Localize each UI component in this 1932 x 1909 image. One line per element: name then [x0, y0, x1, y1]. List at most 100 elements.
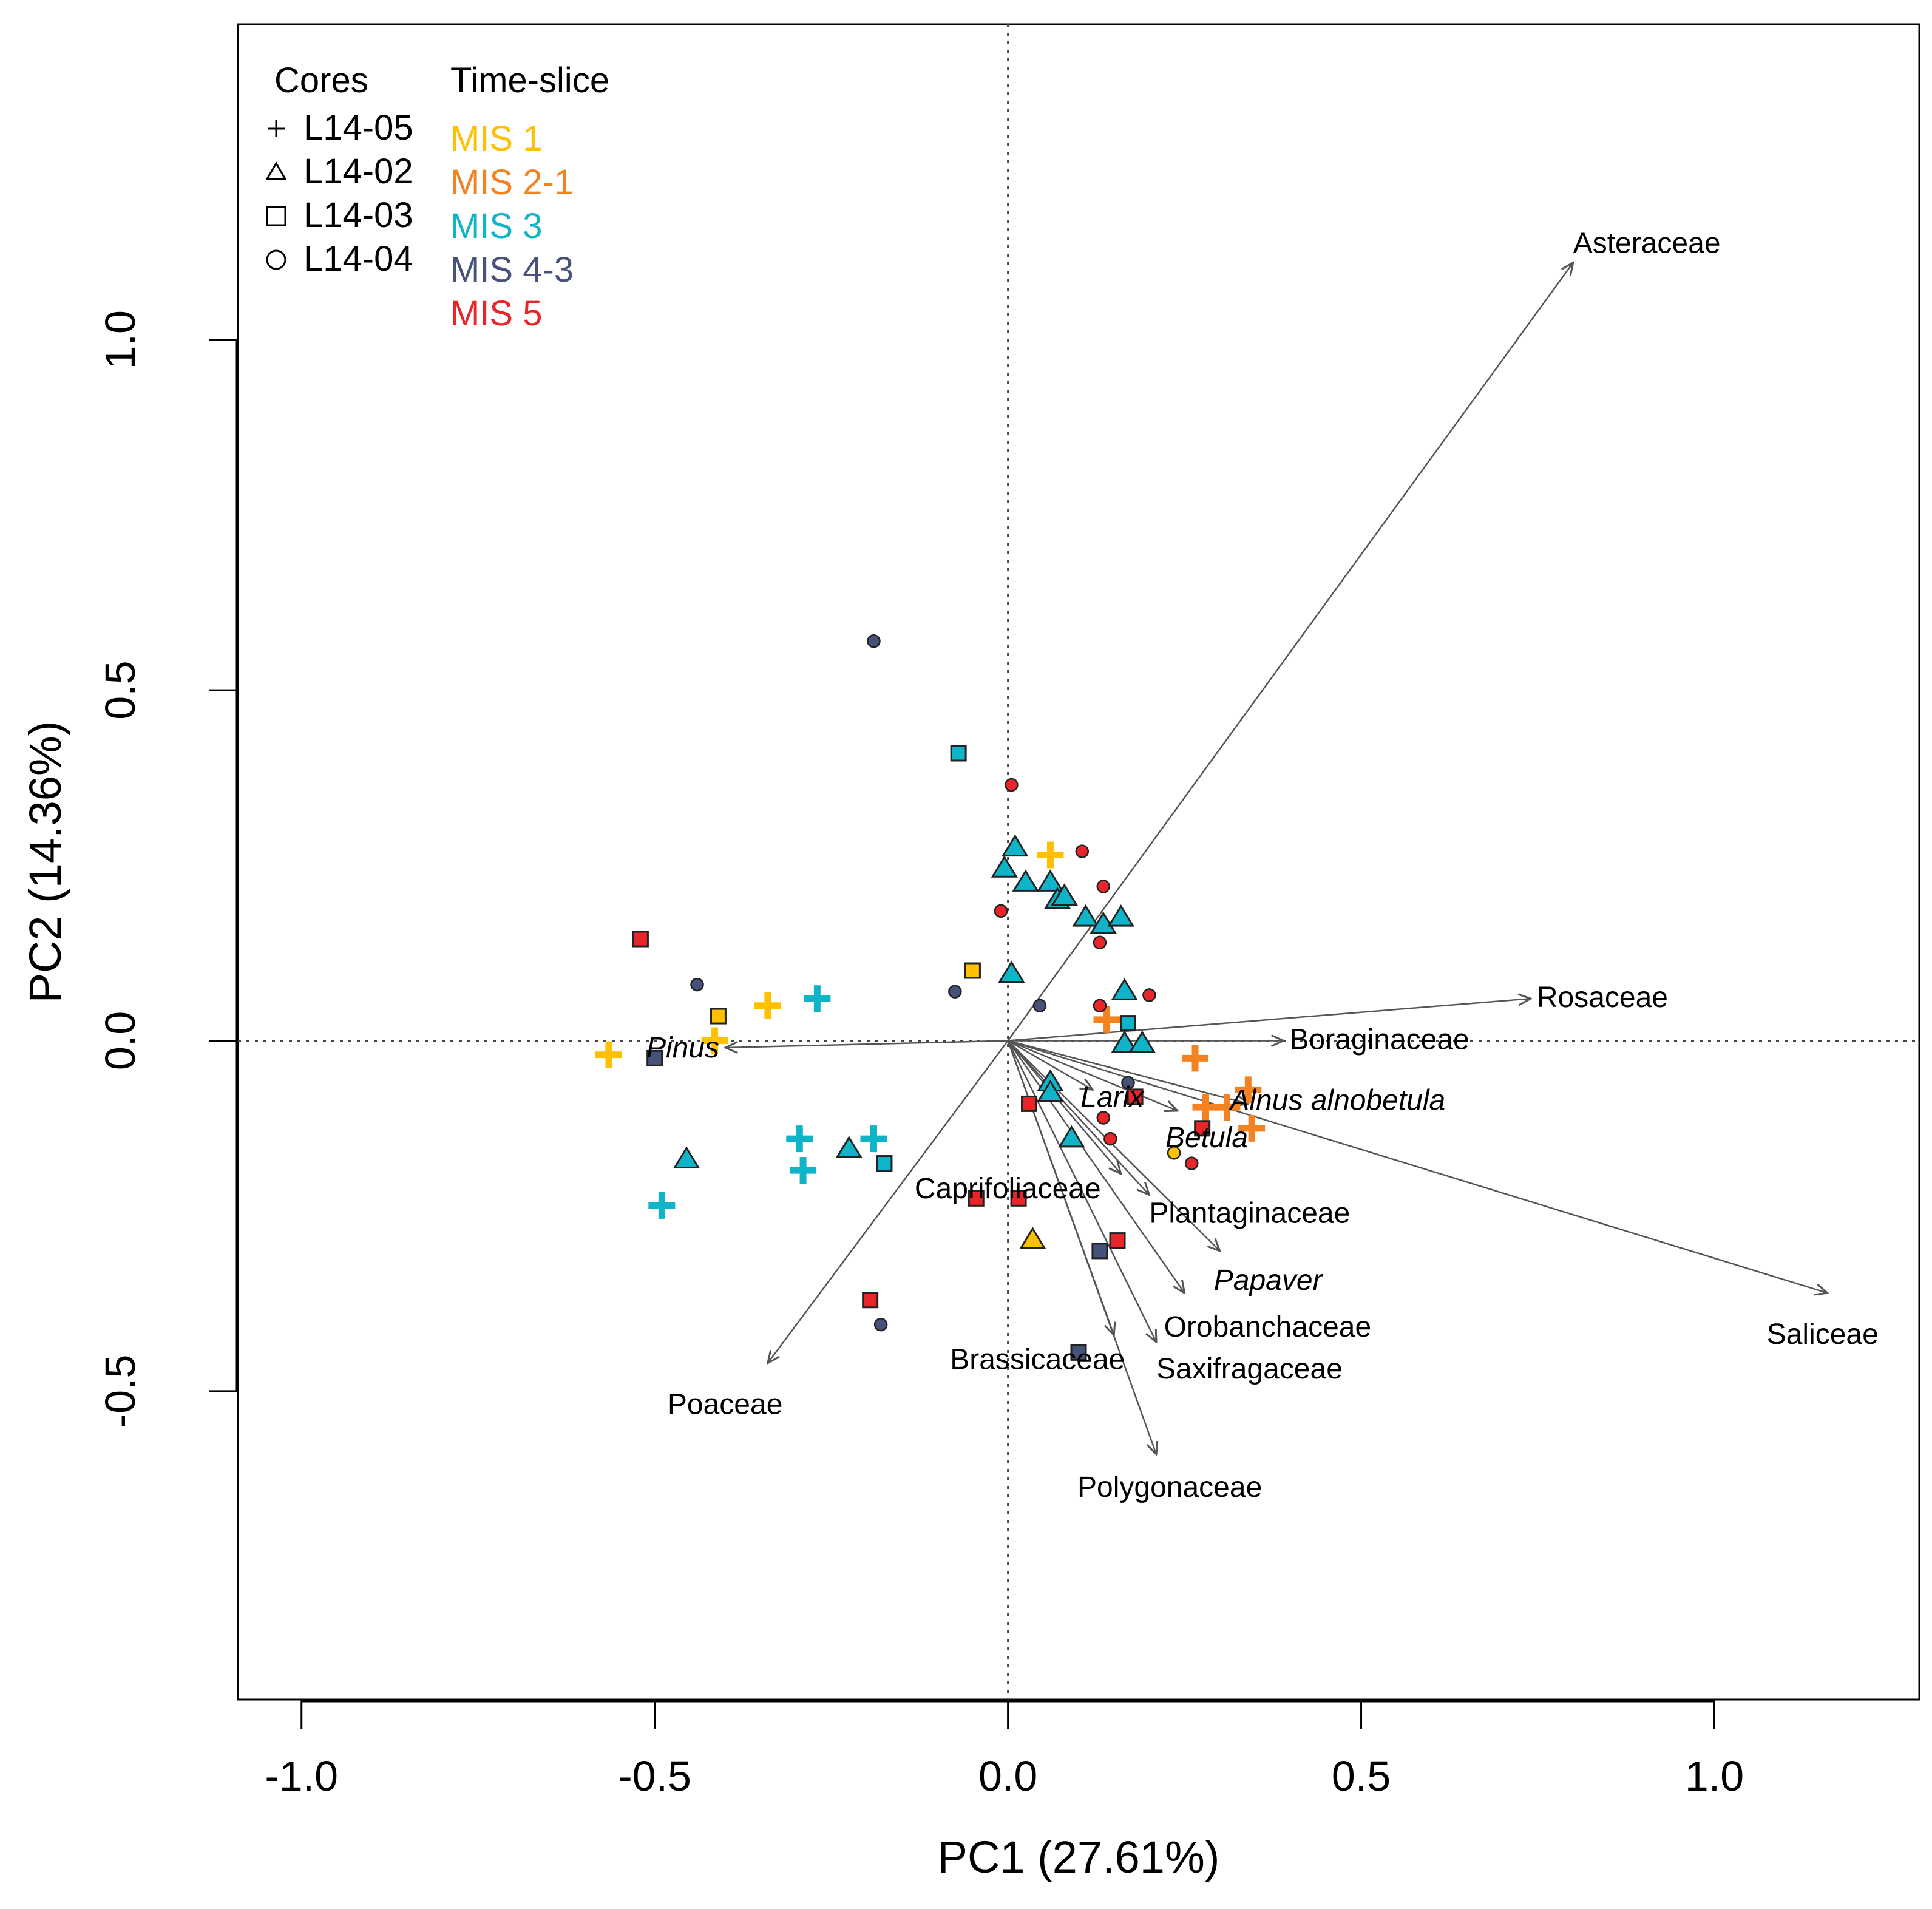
point-square [968, 1190, 985, 1207]
loading-label-polygonaceae: Polygonaceae [1077, 1471, 1262, 1504]
loading-label-saxifragaceae: Saxifragaceae [1156, 1353, 1343, 1385]
loading-arrow-saliceae [1008, 1040, 1828, 1293]
point-circle [1005, 778, 1019, 792]
point-circle [994, 904, 1008, 918]
point-square [632, 931, 649, 948]
point-plus [595, 1041, 623, 1068]
point-circle [1096, 880, 1110, 893]
point-square [1109, 1232, 1126, 1249]
legend-timeslice-label: MIS 1 [450, 119, 543, 158]
legend-core-label: L14-03 [303, 195, 413, 235]
point-triangle [1037, 1079, 1064, 1102]
point-plus [790, 1157, 817, 1184]
loading-arrow-alnus-alnobetula [1008, 1040, 1249, 1104]
plot-frame [237, 23, 1920, 1701]
point-square [1021, 1095, 1038, 1112]
point-triangle [998, 960, 1025, 983]
point-triangle [1072, 904, 1099, 927]
loading-label-brassicaceae: Brassicaceae [950, 1343, 1125, 1375]
legend-timeslice-label: MIS 3 [450, 206, 543, 246]
point-plus [1182, 1045, 1209, 1072]
point-circle [1167, 1145, 1181, 1160]
loading-arrow-saxifragaceae [1007, 1040, 1156, 1342]
point-triangle [673, 1146, 700, 1169]
point-plus [1093, 1006, 1120, 1033]
loading-labels: Asteraceae Rosaceae Boraginaceae Pinus Larix… [646, 228, 1879, 1504]
point-plus [1238, 1114, 1266, 1142]
point-circle [1075, 844, 1090, 858]
x-tick-label: 0.0 [978, 1752, 1037, 1800]
point-circle [690, 977, 704, 992]
loading-arrow-betula [1008, 1040, 1178, 1110]
point-triangle [1002, 834, 1029, 857]
point-triangle [1037, 869, 1064, 892]
loading-arrow-rosaceae [1008, 999, 1531, 1042]
point-triangle [991, 855, 1019, 878]
legend-timeslice-label: MIS 5 [450, 294, 543, 333]
legend-circle-icon [266, 249, 286, 270]
point-square [862, 1292, 879, 1309]
point-circle [1142, 988, 1156, 1002]
legend-timeslice-title: Time-slice [450, 61, 609, 100]
y-axis: -0.5 0.0 0.5 1.0 [97, 310, 238, 1428]
loading-arrow-plantaginaceae [1007, 1040, 1150, 1195]
point-square [876, 1155, 893, 1172]
point-plus [754, 992, 781, 1019]
loading-label-papaver: Papaver [1214, 1264, 1324, 1297]
loading-label-orobanchaceae: Orobanchaceae [1164, 1311, 1372, 1343]
point-square [1070, 1344, 1087, 1361]
point-circle [1103, 1131, 1117, 1146]
loading-label-saliceae: Saliceae [1767, 1318, 1879, 1351]
legend-square-icon [266, 206, 286, 226]
point-triangle [1012, 869, 1039, 892]
loading-arrow-asteraceae [1007, 263, 1573, 1042]
point-circle [1096, 1111, 1110, 1125]
x-tick-label: -0.5 [618, 1752, 691, 1800]
loading-arrow-poaceae [768, 1040, 1009, 1363]
legend-core-label: L14-05 [303, 108, 413, 147]
loading-label-caprifoliaceae: Caprifoliaceae [915, 1173, 1101, 1205]
y-tick-label: -0.5 [97, 1355, 144, 1428]
loading-arrows [725, 263, 1828, 1454]
point-circle [948, 985, 962, 999]
point-triangle [1111, 1030, 1138, 1053]
point-plus [1037, 841, 1064, 869]
loading-label-betula: Betula [1165, 1122, 1248, 1154]
x-tick-label: 0.5 [1332, 1752, 1391, 1800]
point-circle [1121, 1076, 1135, 1090]
point-triangle [1019, 1227, 1046, 1249]
point-square [964, 962, 981, 979]
point-plus [786, 1125, 813, 1153]
loading-label-alnus-alnobetula: Alnus alnobetula [1228, 1084, 1445, 1116]
point-square [646, 1049, 663, 1066]
point-triangle [835, 1136, 863, 1158]
point-circle [1093, 999, 1107, 1012]
point-circle [873, 1317, 888, 1332]
loading-label-poaceae: Poaceae [668, 1389, 783, 1421]
loading-label-larix: Larix [1080, 1081, 1145, 1113]
point-plus [1213, 1094, 1241, 1121]
point-square [710, 1008, 727, 1025]
point-square [950, 745, 967, 762]
loading-label-asteraceae: Asteraceae [1573, 228, 1721, 260]
point-square [1010, 1190, 1027, 1207]
legend-core-label: L14-04 [303, 239, 413, 279]
x-axis: -1.0 -0.5 0.0 0.5 1.0 [265, 1700, 1744, 1800]
legend-cores-title: Cores [274, 61, 368, 100]
y-axis-title: PC2 (14.36%) [20, 721, 70, 1003]
point-plus [1235, 1076, 1262, 1104]
legend-triangle-icon [265, 161, 287, 180]
point-square [1091, 1243, 1108, 1260]
loading-arrow-caprifoliaceae [1007, 1040, 1121, 1173]
point-plus [860, 1125, 887, 1153]
legend-plus-icon [268, 120, 285, 137]
x-tick-label: 1.0 [1685, 1752, 1744, 1800]
point-circle [867, 634, 881, 648]
loading-label-boraginaceae: Boraginaceae [1290, 1023, 1469, 1056]
point-plus [701, 1027, 728, 1054]
point-square [1127, 1088, 1144, 1105]
y-tick-label: 0.0 [97, 1011, 144, 1070]
y-tick-label: 0.5 [97, 660, 144, 719]
loading-arrow-larix [1007, 1040, 1093, 1090]
